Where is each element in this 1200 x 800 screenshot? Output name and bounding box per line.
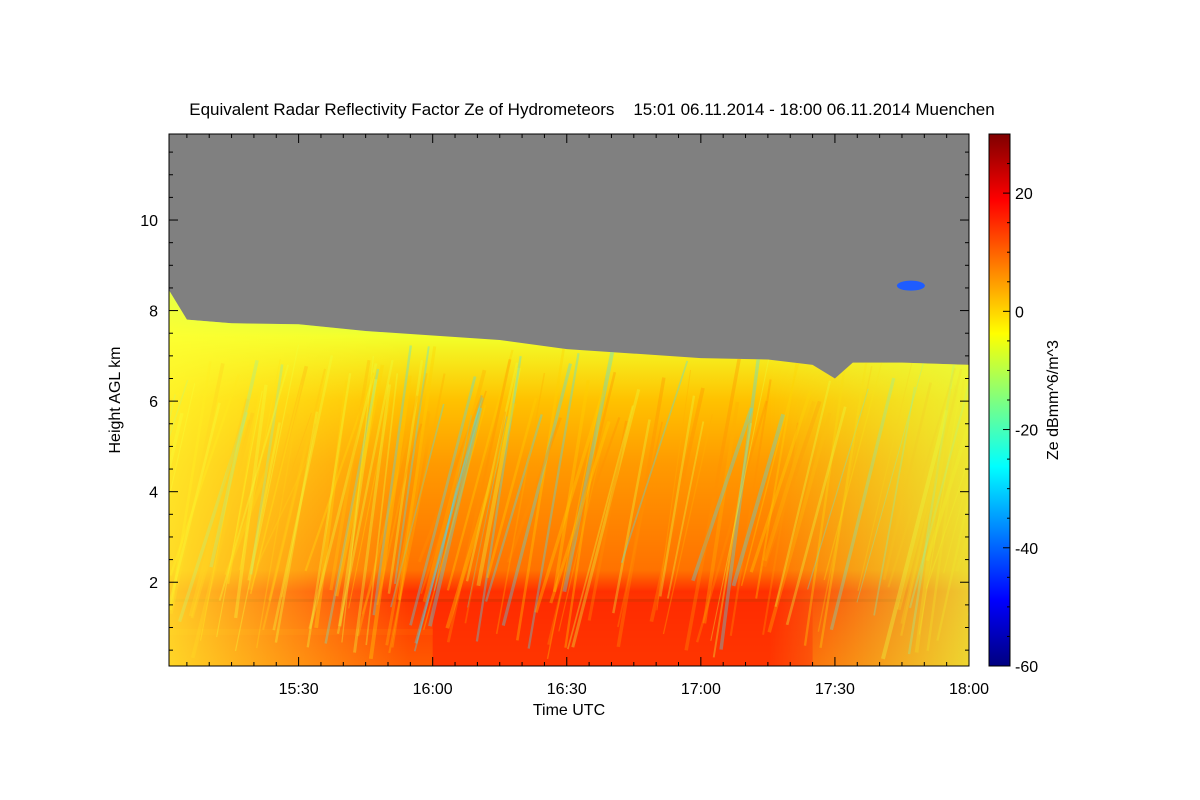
x-tick-label: 17:30 [815, 681, 855, 698]
colorbar-tick-label: 20 [1015, 186, 1033, 203]
y-tick-label: 6 [149, 394, 158, 411]
x-axis-label: Time UTC [533, 702, 605, 719]
y-axis-label: Height AGL km [107, 346, 124, 453]
x-tick-label: 16:30 [547, 681, 587, 698]
plot-area [169, 134, 969, 666]
x-tick-label: 17:00 [681, 681, 721, 698]
x-tick-label: 16:00 [413, 681, 453, 698]
chart-title: Equivalent Radar Reflectivity Factor Ze … [189, 100, 994, 119]
x-tick-label: 18:00 [949, 681, 989, 698]
y-tick-label: 2 [149, 575, 158, 592]
y-axis: 2 4 6 8 10 [140, 151, 969, 651]
colorbar-gradient [988, 133, 1011, 667]
y-tick-label: 10 [140, 213, 158, 230]
plot-frame [168, 133, 970, 667]
colorbar-tick-label: -20 [1015, 423, 1038, 440]
colorbar-ticks: -60 -40 -20 0 20 [1003, 133, 1038, 676]
colorbar-label: Ze dBmm^6/m^3 [1045, 340, 1062, 460]
y-tick-label: 8 [149, 304, 158, 321]
colorbar-tick-label: -60 [1015, 659, 1038, 676]
x-tick-label: 15:30 [279, 681, 319, 698]
x-axis: 15:30 16:00 16:30 17:00 17:30 18:00 [186, 134, 989, 698]
upper-echo [896, 280, 925, 291]
colorbar-tick-label: -40 [1015, 541, 1038, 558]
colorbar: -60 -40 -20 0 20 Ze dBmm^6/m^3 [988, 133, 1062, 676]
y-tick-label: 4 [149, 485, 158, 502]
colorbar-tick-label: 0 [1015, 304, 1024, 321]
